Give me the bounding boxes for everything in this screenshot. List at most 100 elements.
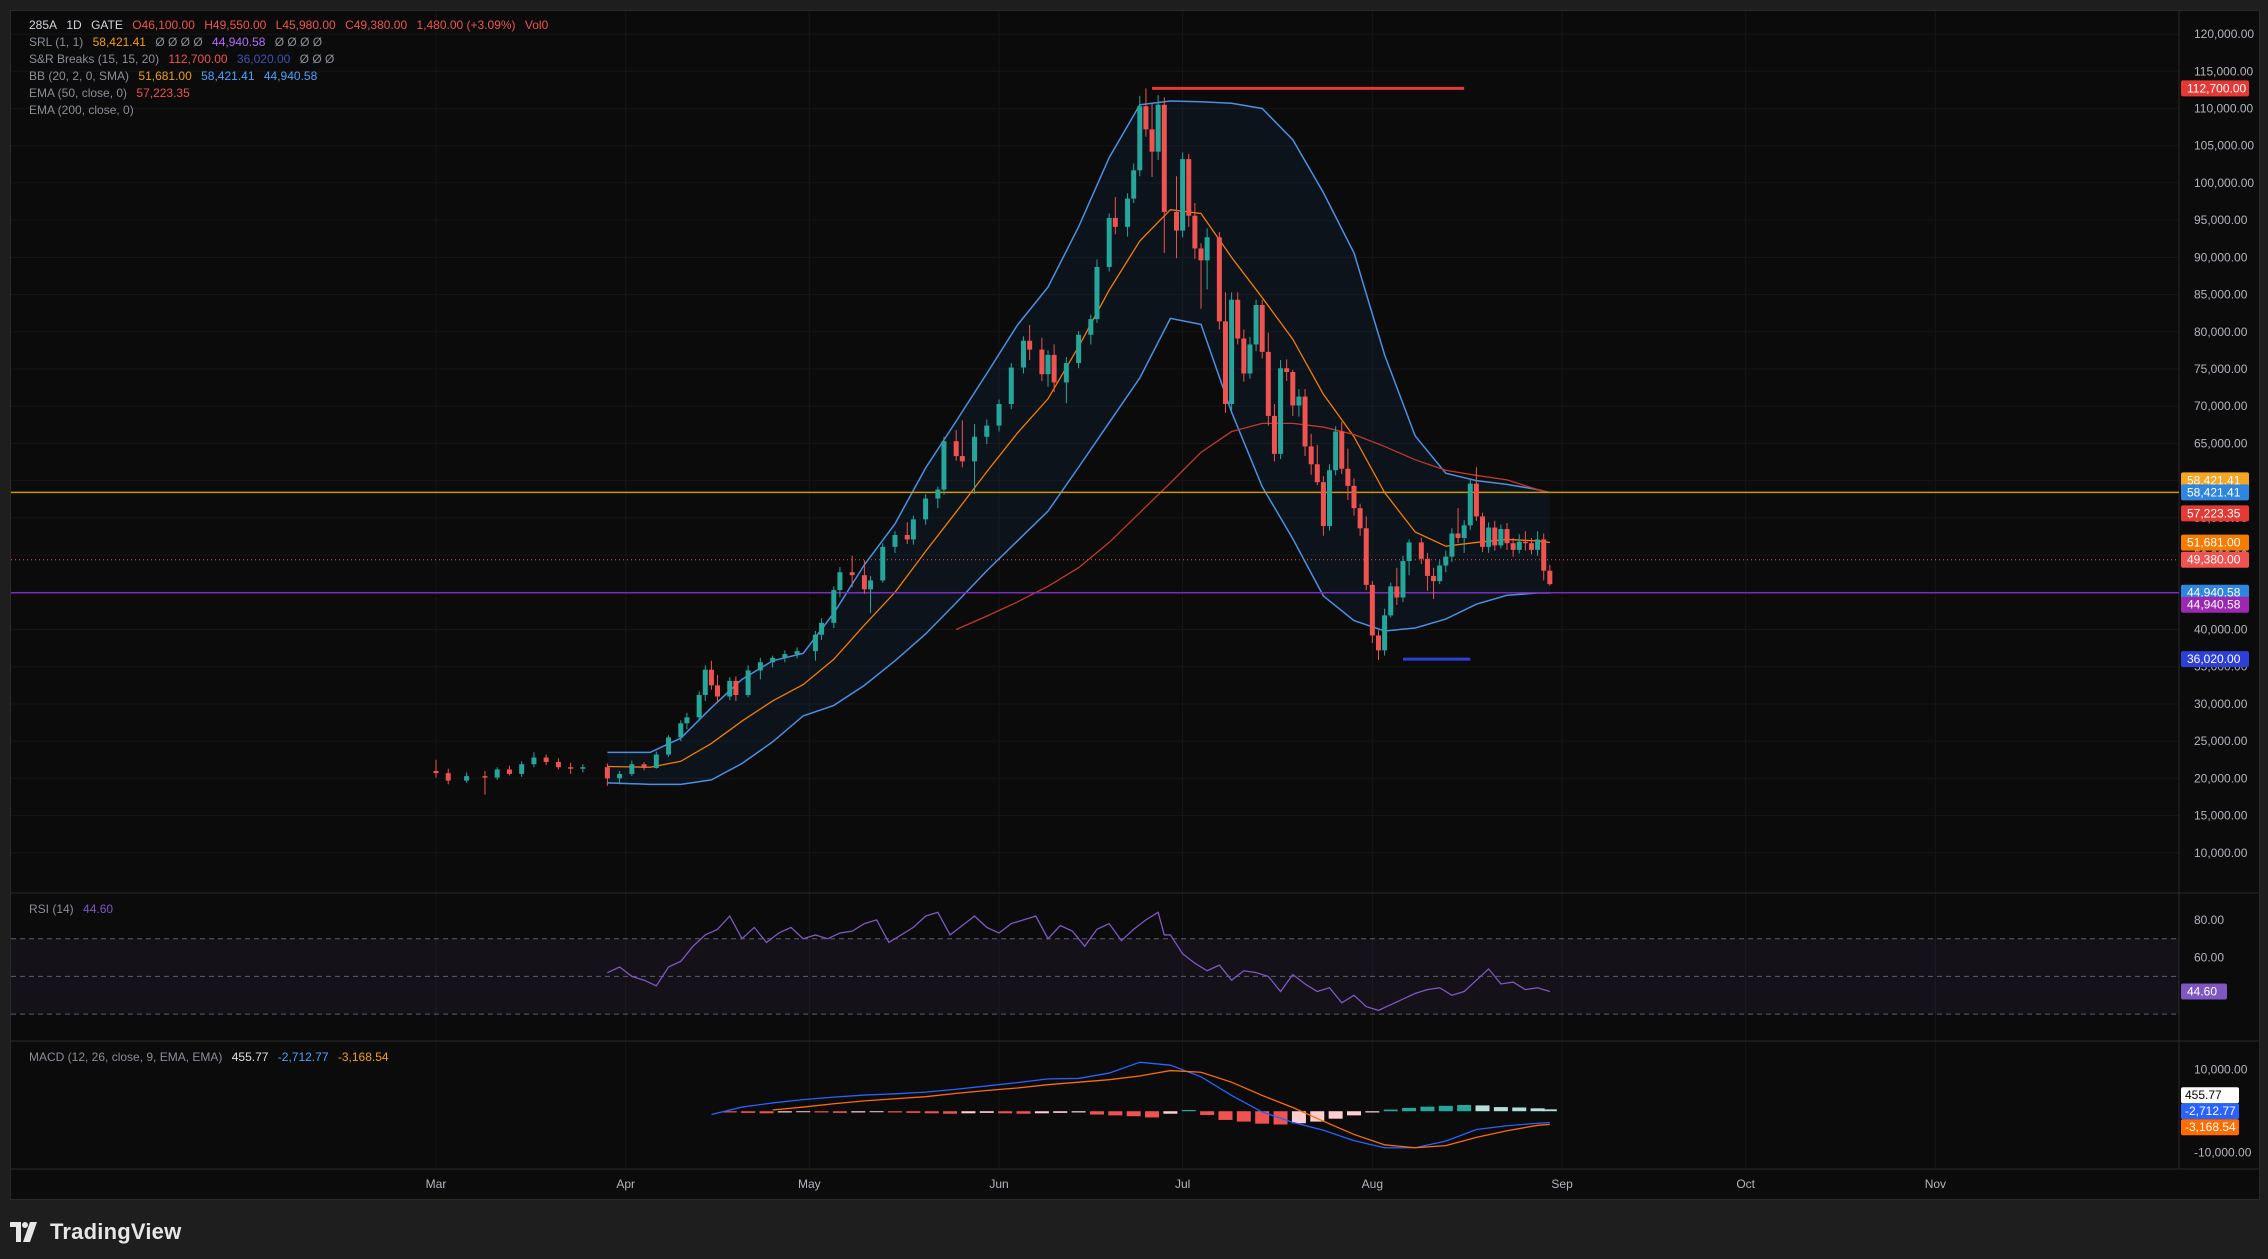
macd-legend[interactable]: MACD (12, 26, close, 9, EMA, EMA) 455.77… [29,1049,395,1066]
tradingview-branding[interactable]: TradingView [10,1216,181,1248]
candle-body [1510,543,1516,550]
symbol-label[interactable]: 285A [29,18,58,32]
price-tag-label: 49,380.00 [2187,553,2241,567]
candle-body [1021,340,1027,368]
candle-body [1424,558,1430,576]
candle-body [941,441,947,490]
macd-tick-label: 10,000.00 [2194,1063,2248,1077]
ema50-value: 57,223.35 [136,86,190,100]
candle-body [1112,217,1118,227]
rsi-legend[interactable]: RSI (14) 44.60 [29,901,119,918]
candle-body [1333,431,1339,471]
volume-value: Vol0 [524,18,549,32]
candle-body [1522,541,1528,544]
macd-histogram-bar [924,1111,939,1114]
candle-body [1259,305,1265,352]
chart-canvas[interactable]: 120,000.00 115,000.00 110,000.00 105,000.00… [11,11,2259,1199]
candle-body [1216,237,1222,322]
macd-histogram-bar [1053,1111,1068,1113]
price-tag-label: 57,223.35 [2187,506,2241,520]
candle-body [959,456,965,462]
price-tick-label: 20,000.00 [2194,771,2248,785]
candle-body [1406,542,1412,562]
candle-body [696,695,702,718]
macd-value-tag-label: 455.77 [2185,1088,2222,1102]
macd-histogram-bar [1218,1111,1233,1120]
candle-body [641,764,647,768]
candle-body [935,489,941,499]
candle-body [1296,396,1302,406]
macd-histogram-bar [1291,1111,1306,1124]
candle-body [1308,446,1314,465]
candle-body [1039,349,1045,375]
candle-body [1063,363,1069,383]
macd-histogram-bar [1071,1111,1086,1113]
macd-signal-value: -3,168.54 [337,1050,389,1064]
macd-histogram-bar [888,1111,902,1113]
candle-body [880,546,886,581]
price-tag [2181,505,2249,522]
price-tick-label: 100,000.00 [2194,176,2254,190]
macd-histogram-bar [906,1111,921,1113]
candle-body [1302,396,1308,447]
candle-body [892,534,898,547]
candle-body [1253,305,1259,345]
macd-hist-value: 455.77 [231,1050,269,1064]
candle-body [1327,470,1333,527]
candle-body [1186,159,1192,216]
macd-histogram-bar [1365,1111,1380,1113]
bollinger-basis-line [607,209,1550,768]
macd-histogram-bar [1236,1111,1251,1122]
candle-body [1492,527,1498,546]
candle-body [555,762,561,768]
snr-value-2: 36,020.00 [236,52,291,66]
candle-body [727,680,733,697]
macd-line [711,1061,1550,1149]
srl-legend[interactable]: SRL (1, 1) 58,421.41 Ø Ø Ø Ø 44,940.58 Ø… [29,34,328,51]
candle-body [1504,529,1510,544]
macd-histogram-bar [1126,1111,1141,1117]
tradingview-logo-icon [10,1222,42,1242]
bollinger-upper-line [607,100,1551,754]
price-tag-label: 44,940.58 [2187,586,2241,600]
candle-body [984,425,990,437]
candle-body [1174,211,1180,231]
candle-body [1418,542,1424,559]
candle-body [1357,508,1363,529]
candle-body [1008,367,1014,404]
bb-upper-value: 58,421.41 [201,69,255,83]
candle-body [972,436,978,462]
candle-body [1455,533,1461,538]
time-tick-label: Sep [1551,1177,1573,1191]
candle-body [1480,516,1486,547]
macd-histogram-bar [832,1111,847,1113]
bb-legend[interactable]: BB (20, 2, 0, SMA) 51,681.00 58,421.41 4… [29,68,323,85]
candle-body [1192,215,1198,249]
price-tick-label: 80,000.00 [2194,325,2248,339]
ema200-legend[interactable]: EMA (200, close, 0) [29,102,140,119]
candle-body [678,723,684,738]
candle-body [904,534,910,540]
candle-body [1051,354,1057,383]
interval-label[interactable]: 1D [66,18,82,32]
candle-body [733,680,739,696]
candle-body [1235,299,1241,339]
candle-body [1247,344,1253,374]
macd-histogram-bar [1475,1105,1490,1112]
macd-histogram-bar [1181,1109,1196,1112]
candle-body [1137,106,1143,171]
price-tick-label: 30,000.00 [2194,697,2248,711]
rsi-tick-label: 80.00 [2194,913,2224,927]
candle-body [666,737,672,755]
snr-legend[interactable]: S&R Breaks (15, 15, 20) 112,700.00 36,02… [29,51,340,68]
candle-body [1284,368,1290,372]
price-tag [2181,551,2249,568]
bb-basis-value: 51,681.00 [138,69,192,83]
candle-body [1535,539,1541,550]
ema50-legend[interactable]: EMA (50, close, 0) 57,223.35 [29,85,196,102]
srl-label: SRL (1, 1) [29,35,84,49]
candle-body [1467,483,1473,526]
candle-body [1131,170,1137,199]
macd-value: -2,712.77 [277,1050,329,1064]
candle-body [1375,635,1381,651]
